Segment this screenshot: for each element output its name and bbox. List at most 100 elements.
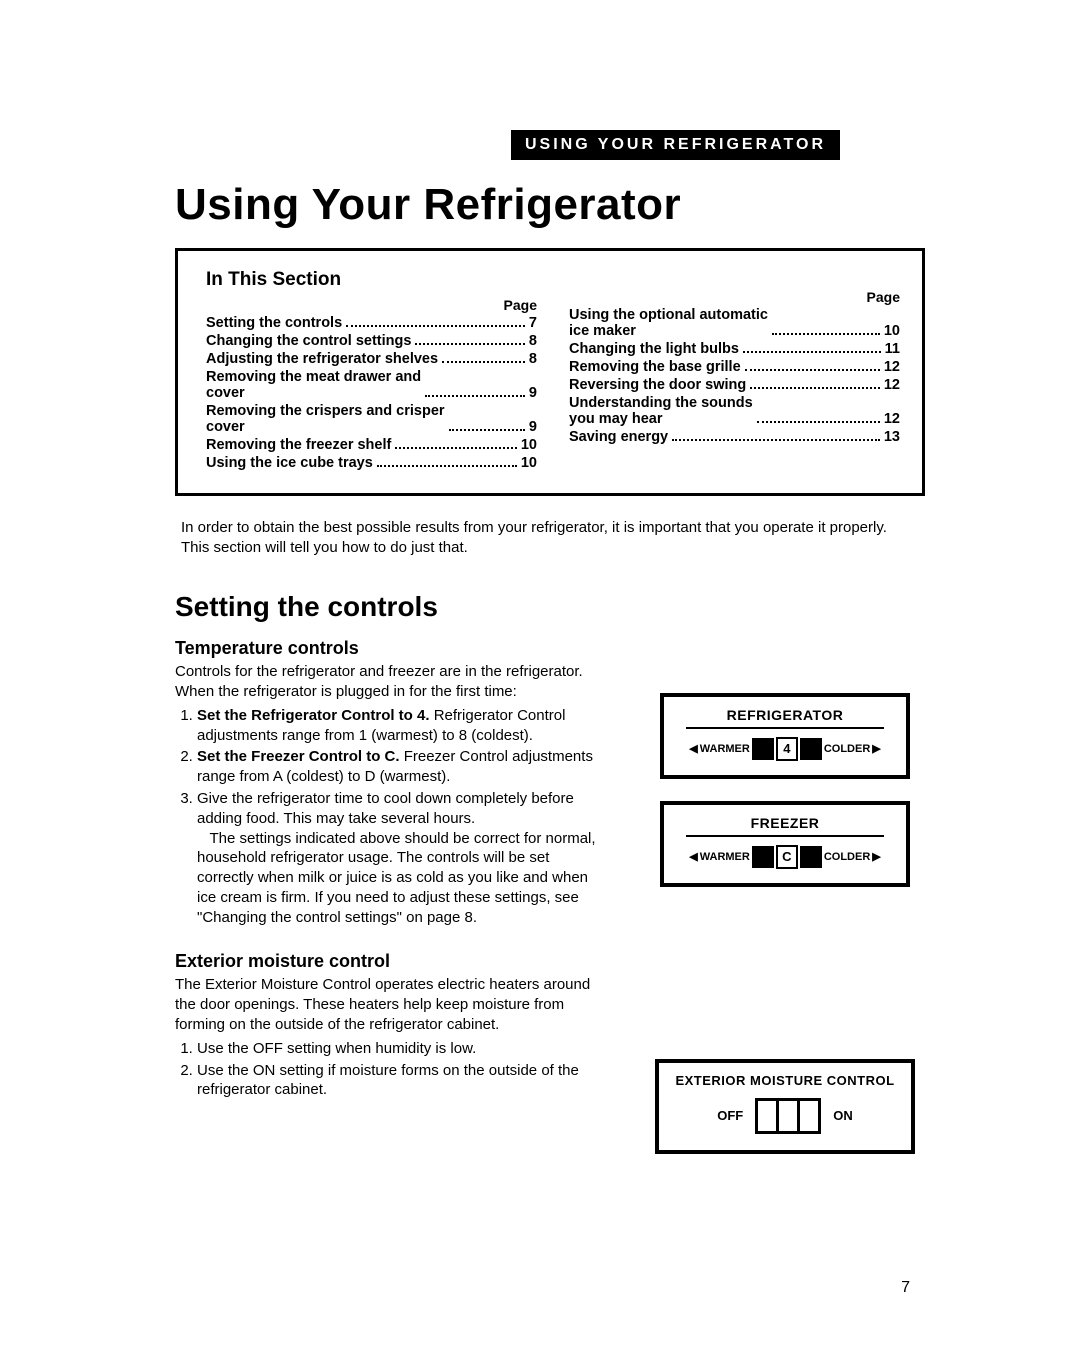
step-rest: Give the refrigerator time to cool down … bbox=[197, 790, 600, 926]
dial-dark bbox=[800, 738, 822, 760]
warmer-label: WARMER bbox=[700, 851, 750, 863]
toc-label: Saving energy bbox=[569, 429, 668, 445]
dial-dark bbox=[752, 738, 774, 760]
refrigerator-control-panel: REFRIGERATOR ◀ WARMER 4 COLDER ▶ bbox=[660, 693, 910, 779]
freezer-dial-value: C bbox=[776, 845, 798, 869]
dial-dark bbox=[800, 846, 822, 868]
toc-row: Using the ice cube trays 10 bbox=[206, 455, 537, 471]
temperature-lead: Controls for the refrigerator and freeze… bbox=[175, 662, 597, 702]
step-item: Use the ON setting if moisture forms on … bbox=[197, 1061, 597, 1101]
right-arrow-icon: ▶ bbox=[872, 850, 880, 863]
colder-label: COLDER bbox=[824, 743, 870, 755]
toc-dots bbox=[377, 465, 517, 467]
toc-label: Changing the control settings bbox=[206, 333, 411, 349]
moisture-paragraph: The Exterior Moisture Control operates e… bbox=[175, 975, 597, 1034]
moisture-heading: Exterior moisture control bbox=[175, 950, 597, 974]
toc-dots bbox=[745, 369, 880, 371]
toc-page-number: 10 bbox=[884, 323, 900, 339]
toc-label: Setting the controls bbox=[206, 315, 342, 331]
toc-col-left: In This Section Page Setting the control… bbox=[206, 269, 537, 473]
left-arrow-icon: ◀ bbox=[689, 850, 697, 863]
right-diagram-column: REFRIGERATOR ◀ WARMER 4 COLDER ▶ FREEZER… bbox=[645, 627, 925, 1154]
toc-dots bbox=[415, 343, 525, 345]
moisture-steps: Use the OFF setting when humidity is low… bbox=[175, 1039, 597, 1100]
temperature-steps: Set the Refrigerator Control to 4. Refri… bbox=[175, 706, 597, 928]
freezer-control-panel: FREEZER ◀ WARMER C COLDER ▶ bbox=[660, 801, 910, 887]
toc-dots bbox=[672, 439, 880, 441]
toc-page-number: 12 bbox=[884, 359, 900, 375]
intro-paragraph: In order to obtain the best possible res… bbox=[181, 518, 919, 559]
toc-row: Removing the crispers and crisper cover 9 bbox=[206, 403, 537, 435]
step-item: Set the Refrigerator Control to 4. Refri… bbox=[197, 706, 597, 746]
toc-dots bbox=[442, 361, 525, 363]
toc-label: Removing the meat drawer and cover bbox=[206, 369, 421, 401]
toc-row: Changing the control settings 8 bbox=[206, 333, 537, 349]
step-item: Set the Freezer Control to C. Freezer Co… bbox=[197, 747, 597, 787]
toc-row: Removing the freezer shelf 10 bbox=[206, 437, 537, 453]
toc-row: Changing the light bulbs 11 bbox=[569, 341, 900, 357]
toc-label: Changing the light bulbs bbox=[569, 341, 739, 357]
step-bold-lead: Set the Refrigerator Control to 4. bbox=[197, 707, 430, 724]
toc-row: Using the optional automatic ice maker 10 bbox=[569, 307, 900, 339]
toc-page-number: 13 bbox=[884, 429, 900, 445]
toc-label: Removing the crispers and crisper cover bbox=[206, 403, 445, 435]
toc-row: Reversing the door swing 12 bbox=[569, 377, 900, 393]
toc-page-number: 9 bbox=[529, 385, 537, 401]
manual-page: USING YOUR REFRIGERATOR Using Your Refri… bbox=[0, 0, 1080, 1347]
step-bold-lead: Set the Freezer Control to C. bbox=[197, 748, 400, 765]
moisture-panel-title: EXTERIOR MOISTURE CONTROL bbox=[671, 1073, 899, 1088]
moisture-control-panel: EXTERIOR MOISTURE CONTROL OFF ON bbox=[655, 1059, 915, 1154]
toc-row: Saving energy 13 bbox=[569, 429, 900, 445]
off-label: OFF bbox=[717, 1108, 743, 1123]
toc-page-number: 8 bbox=[529, 333, 537, 349]
step-item: Give the refrigerator time to cool down … bbox=[197, 789, 597, 928]
toc-dots bbox=[757, 421, 880, 423]
section-heading: Setting the controls bbox=[175, 591, 925, 623]
toc-label: Removing the base grille bbox=[569, 359, 741, 375]
toc-row: Removing the meat drawer and cover 9 bbox=[206, 369, 537, 401]
toc-page-number: 12 bbox=[884, 411, 900, 427]
step-item: Use the OFF setting when humidity is low… bbox=[197, 1039, 597, 1059]
toc-col-right: Page Using the optional automatic ice ma… bbox=[569, 269, 900, 473]
toc-label: Adjusting the refrigerator shelves bbox=[206, 351, 438, 367]
temperature-heading: Temperature controls bbox=[175, 637, 597, 661]
toc-dots bbox=[395, 447, 517, 449]
toc-dots bbox=[346, 325, 525, 327]
toc-label: Using the optional automatic ice maker bbox=[569, 307, 768, 339]
left-arrow-icon: ◀ bbox=[689, 742, 697, 755]
toc-box: In This Section Page Setting the control… bbox=[175, 248, 925, 496]
refrigerator-panel-title: REFRIGERATOR bbox=[676, 707, 894, 723]
page-title: Using Your Refrigerator bbox=[175, 180, 925, 230]
toc-label: Removing the freezer shelf bbox=[206, 437, 391, 453]
header-tab: USING YOUR REFRIGERATOR bbox=[511, 130, 840, 160]
toc-row: Understanding the sounds you may hear 12 bbox=[569, 395, 900, 427]
moisture-switch-icon bbox=[755, 1098, 821, 1134]
refrigerator-dial-value: 4 bbox=[776, 737, 798, 761]
colder-label: COLDER bbox=[824, 851, 870, 863]
on-label: ON bbox=[833, 1108, 853, 1123]
toc-title: In This Section bbox=[206, 269, 537, 291]
toc-page-word: Page bbox=[569, 289, 900, 305]
toc-dots bbox=[750, 387, 880, 389]
toc-dots bbox=[425, 395, 525, 397]
toc-page-number: 10 bbox=[521, 437, 537, 453]
right-arrow-icon: ▶ bbox=[872, 742, 880, 755]
freezer-panel-title: FREEZER bbox=[676, 815, 894, 831]
toc-dots bbox=[743, 351, 881, 353]
warmer-label: WARMER bbox=[700, 743, 750, 755]
page-number: 7 bbox=[901, 1279, 910, 1297]
toc-page-number: 11 bbox=[885, 341, 900, 357]
toc-page-number: 12 bbox=[884, 377, 900, 393]
toc-page-number: 7 bbox=[529, 315, 537, 331]
toc-label: Reversing the door swing bbox=[569, 377, 746, 393]
toc-dots bbox=[772, 333, 880, 335]
toc-page-number: 10 bbox=[521, 455, 537, 471]
toc-page-number: 8 bbox=[529, 351, 537, 367]
toc-row: Setting the controls 7 bbox=[206, 315, 537, 331]
toc-label: Understanding the sounds you may hear bbox=[569, 395, 753, 427]
toc-page-number: 9 bbox=[529, 419, 537, 435]
toc-page-word: Page bbox=[206, 297, 537, 313]
toc-label: Using the ice cube trays bbox=[206, 455, 373, 471]
toc-dots bbox=[449, 429, 525, 431]
left-text-column: Temperature controls Controls for the re… bbox=[175, 627, 597, 1154]
